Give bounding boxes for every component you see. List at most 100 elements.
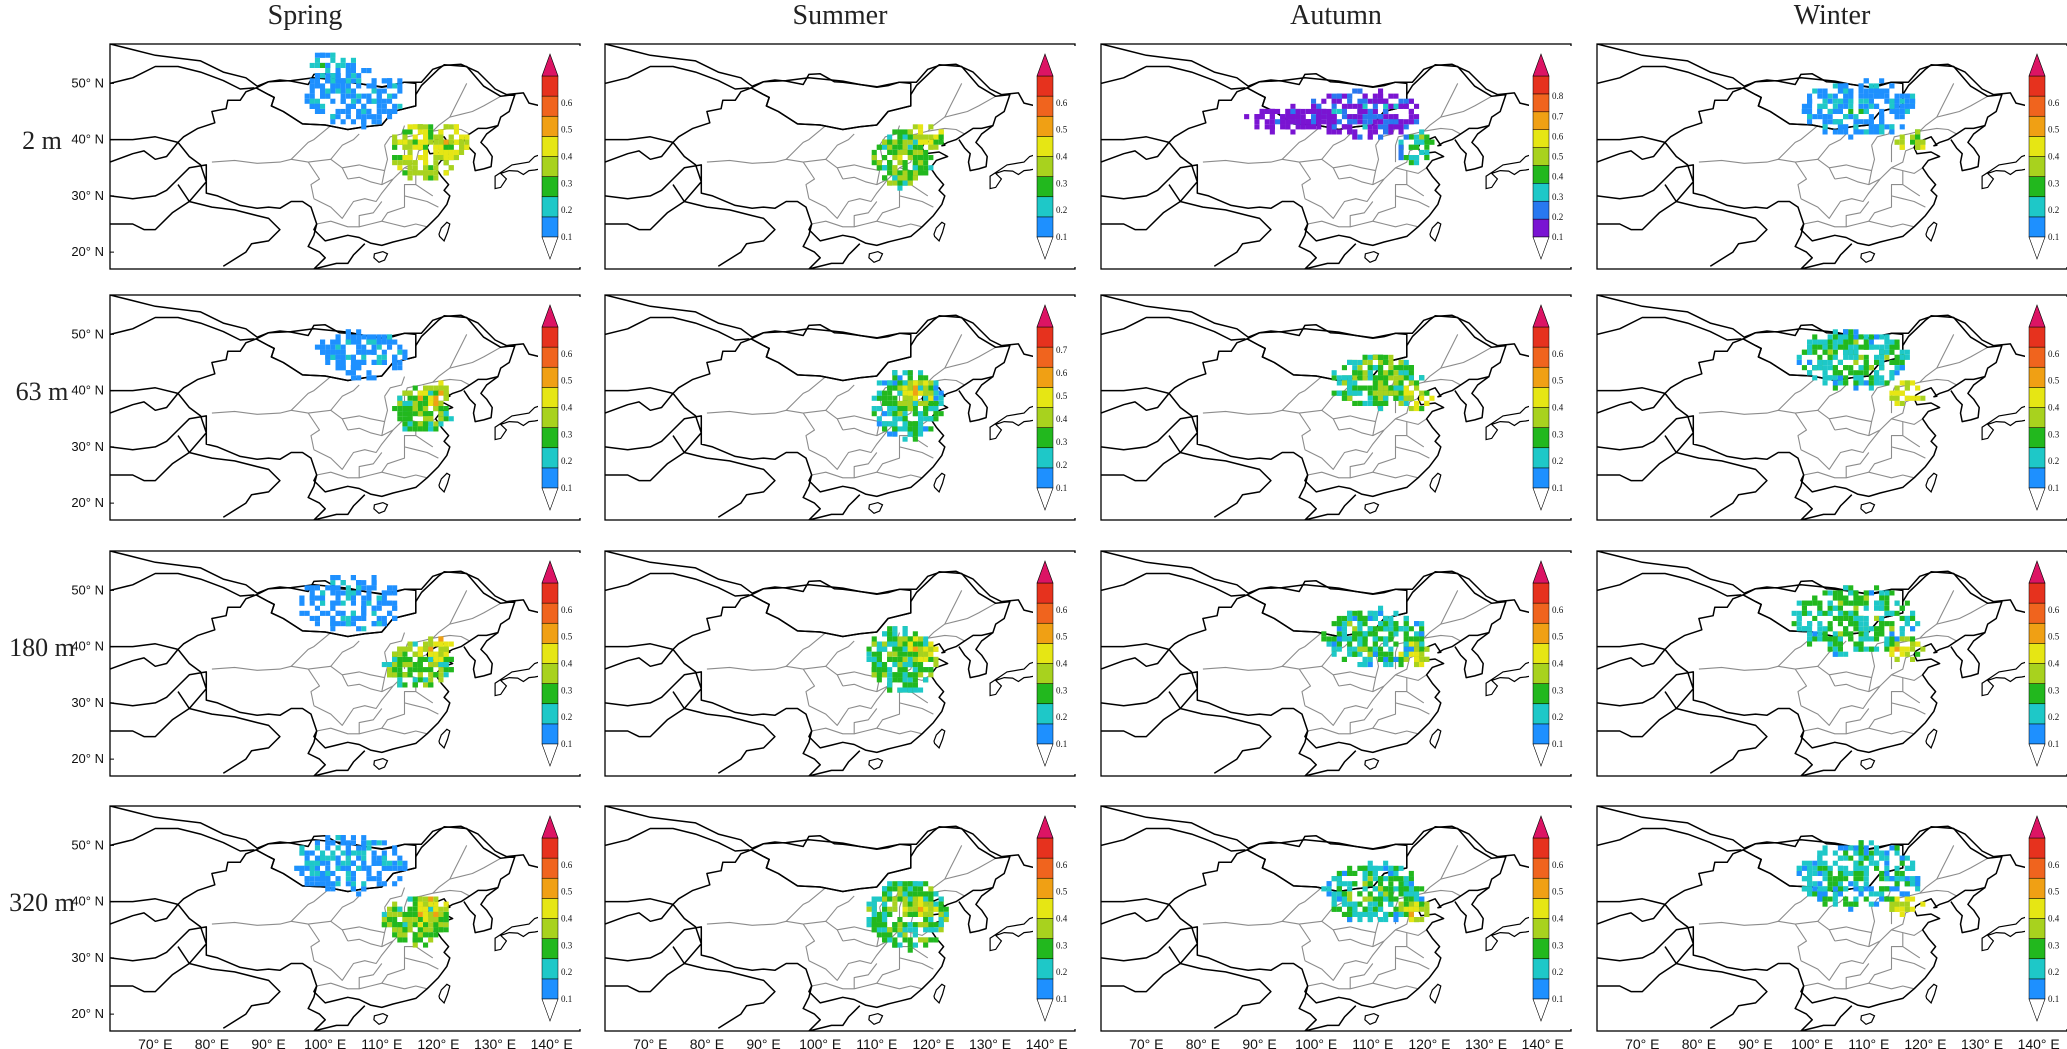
country-boundary xyxy=(1168,946,1272,1029)
data-cell xyxy=(933,656,939,662)
data-cell xyxy=(887,906,893,912)
colorbar-tick-label: 0.2 xyxy=(2048,712,2059,722)
data-cell xyxy=(1362,636,1368,642)
data-cell xyxy=(325,886,331,892)
province-boundary xyxy=(290,632,332,667)
colorbar-tick-label: 0.2 xyxy=(1056,967,1067,977)
colorbar-segment xyxy=(1532,447,1550,469)
country-boundary xyxy=(605,65,750,90)
data-cell xyxy=(1817,359,1823,365)
data-cell xyxy=(1874,646,1880,652)
data-cell xyxy=(366,108,372,114)
data-cell xyxy=(1290,119,1296,125)
data-cell xyxy=(882,641,888,647)
data-cell xyxy=(1904,349,1910,355)
province-boundary xyxy=(1834,176,1881,186)
data-cell xyxy=(918,129,924,135)
data-cell xyxy=(345,850,351,856)
province-boundary xyxy=(1919,127,1957,135)
data-cell xyxy=(1884,636,1890,642)
data-cell xyxy=(1341,656,1347,662)
data-cell xyxy=(1357,370,1363,376)
data-cell xyxy=(438,139,444,145)
colorbar-tick-label: 0.6 xyxy=(2048,98,2060,108)
data-cell xyxy=(887,672,893,678)
data-cell xyxy=(923,170,929,176)
data-cell xyxy=(325,860,331,866)
data-cell xyxy=(356,375,362,381)
data-cell xyxy=(361,354,367,360)
province-boundary xyxy=(706,920,804,926)
data-cell xyxy=(330,57,336,63)
data-cell xyxy=(320,590,326,596)
data-cell xyxy=(928,911,934,917)
data-cell xyxy=(1362,631,1368,637)
data-cell xyxy=(320,93,326,99)
colorbar-tick-label: 0.4 xyxy=(2048,403,2060,413)
data-cell xyxy=(417,932,423,938)
data-cell xyxy=(912,682,918,688)
data-cell xyxy=(423,129,429,135)
data-cell xyxy=(1837,651,1843,657)
country-boundary xyxy=(958,886,994,934)
province-boundary xyxy=(381,932,386,947)
data-cell xyxy=(1832,344,1838,350)
data-cell xyxy=(1863,88,1869,94)
data-cell xyxy=(371,860,377,866)
data-cell xyxy=(1295,114,1301,120)
colorbar-tick-label: 0.6 xyxy=(2048,605,2060,615)
data-cell xyxy=(443,144,449,150)
data-cell xyxy=(1863,339,1869,345)
colorbar-segment xyxy=(541,958,559,980)
data-cell xyxy=(887,677,893,683)
map-panel-summer-180m: 0.10.20.30.40.50.6 xyxy=(604,550,1079,777)
colorbar-segment xyxy=(1036,703,1054,725)
data-cell xyxy=(1341,375,1347,381)
data-cell xyxy=(1414,636,1420,642)
data-cell xyxy=(417,406,423,412)
data-cell xyxy=(1848,93,1854,99)
data-cell xyxy=(897,891,903,897)
data-cell xyxy=(381,917,387,923)
data-cell xyxy=(325,52,331,58)
data-cell xyxy=(943,906,949,912)
province-boundary xyxy=(1902,677,1921,704)
data-cell xyxy=(330,349,336,355)
data-cell xyxy=(350,359,356,365)
colorbar-segment xyxy=(2028,683,2046,704)
data-cell xyxy=(366,870,372,876)
data-cell xyxy=(392,850,398,856)
data-cell xyxy=(1807,98,1813,104)
data-cell xyxy=(366,865,372,871)
province-boundary xyxy=(1372,677,1377,692)
data-cell xyxy=(402,349,408,355)
data-cell xyxy=(371,88,377,94)
data-cell xyxy=(871,672,877,678)
data-cell xyxy=(1362,119,1368,125)
data-cell xyxy=(1362,124,1368,130)
country-boundary xyxy=(307,730,366,776)
data-cell xyxy=(443,667,449,673)
country-boundary xyxy=(1298,474,1357,520)
data-cell xyxy=(1822,119,1828,125)
data-cell xyxy=(1383,860,1389,866)
province-boundary xyxy=(1349,201,1374,227)
data-cell xyxy=(402,139,408,145)
data-cell xyxy=(928,426,934,432)
data-cell xyxy=(1827,605,1833,611)
data-cell xyxy=(1837,339,1843,345)
data-cell xyxy=(1837,119,1843,125)
colorbar-segment xyxy=(1036,898,1054,919)
data-cell xyxy=(1894,395,1900,401)
data-cell xyxy=(309,615,315,621)
data-cell xyxy=(392,860,398,866)
mongolia-boundary xyxy=(1742,324,1904,382)
data-cell xyxy=(325,855,331,861)
colorbar-segment xyxy=(1532,326,1550,348)
data-cell xyxy=(1424,139,1430,145)
data-cell xyxy=(428,682,434,688)
data-cell xyxy=(381,595,387,601)
data-cell xyxy=(1269,108,1275,114)
province-boundary xyxy=(211,409,309,415)
data-cell xyxy=(356,339,362,345)
